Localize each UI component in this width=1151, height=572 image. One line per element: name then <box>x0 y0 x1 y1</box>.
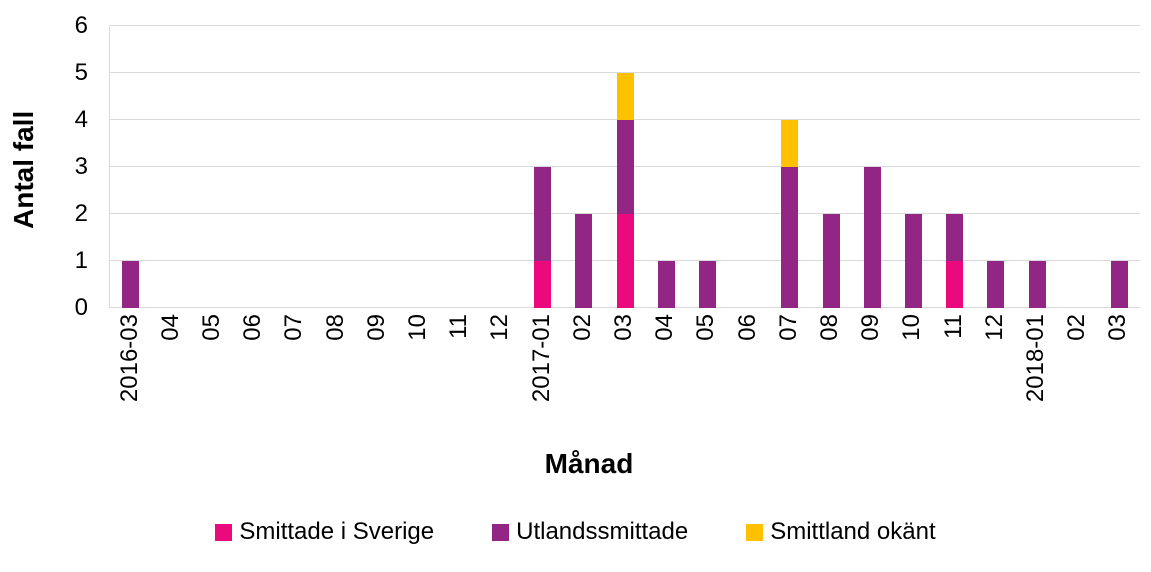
legend-item: Smittade i Sverige <box>215 517 434 547</box>
x-axis-title: Månad <box>544 448 634 479</box>
bar-segment <box>575 214 593 308</box>
x-tick-label-text: 02 <box>1063 314 1091 341</box>
legend-item: Utlandssmittade <box>492 517 688 547</box>
x-tick-label: 03 <box>1101 314 1135 341</box>
bar-segment <box>987 261 1005 308</box>
x-tick-label: 02 <box>1060 314 1094 341</box>
bar-segment <box>946 214 964 261</box>
legend-swatch <box>492 523 510 541</box>
bar-segment <box>616 120 634 214</box>
y-tick-label: 1 <box>74 247 88 274</box>
x-tick-label-text: 11 <box>445 314 473 339</box>
x-tick-label: 07 <box>277 314 311 341</box>
x-tick-label: 08 <box>319 314 353 341</box>
x-tick-label-text: 12 <box>486 314 514 341</box>
x-tick-label-text: 12 <box>980 314 1008 341</box>
x-tick-label: 08 <box>813 314 847 341</box>
gridline <box>110 25 1140 26</box>
bar-segment <box>781 167 799 308</box>
x-tick-label-text: 09 <box>857 314 885 341</box>
bar-segment <box>698 261 716 308</box>
x-tick-label: 2016-03 <box>113 314 147 402</box>
y-tick-label: 6 <box>74 12 88 39</box>
x-tick-label-text: 03 <box>1104 314 1132 341</box>
bar-segment <box>122 261 140 308</box>
x-tick-label-text: 2017-01 <box>527 314 555 403</box>
x-tick-label-text: 10 <box>404 314 431 341</box>
x-tick-label-text: 08 <box>321 314 349 341</box>
x-tick-label: 03 <box>607 314 641 341</box>
y-tick-label: 0 <box>74 294 88 321</box>
legend-swatch <box>215 523 233 541</box>
legend-label: Smittland okänt <box>770 518 936 545</box>
x-tick-label: 12 <box>978 314 1012 341</box>
x-tick-label-text: 11 <box>939 314 967 339</box>
x-tick-label-text: 07 <box>280 314 308 341</box>
x-tick-label-text: 02 <box>568 314 596 341</box>
x-tick-label-text: 06 <box>239 314 267 341</box>
bar-segment <box>781 120 799 167</box>
bar-segment <box>534 167 552 261</box>
x-tick-label-text: 10 <box>898 314 926 341</box>
legend: Smittade i Sverige Utlandssmittade Smittla… <box>0 517 1151 547</box>
x-tick-label-text: 08 <box>816 314 843 341</box>
x-tick-label: 10 <box>895 314 929 341</box>
legend-item: Smittland okänt <box>746 517 936 547</box>
x-tick-label-text: 05 <box>692 314 720 341</box>
bar-segment <box>1110 261 1128 308</box>
bar-segment <box>616 214 634 308</box>
x-tick-label-text: 07 <box>774 314 802 341</box>
x-tick-label: 04 <box>154 314 188 341</box>
x-tick-label: 11 <box>937 314 971 339</box>
x-tick-label: 11 <box>442 314 476 339</box>
bar-segment <box>1028 261 1046 308</box>
x-tick-label: 09 <box>854 314 888 341</box>
y-tick-label: 3 <box>74 153 88 180</box>
bar-segment <box>904 214 922 308</box>
x-tick-label: 05 <box>689 314 723 341</box>
x-tick-label: 07 <box>772 314 806 341</box>
x-tick-label-text: 06 <box>733 314 761 341</box>
x-tick-label: 04 <box>648 314 682 341</box>
x-tick-label: 06 <box>731 314 765 341</box>
legend-label: Utlandssmittade <box>516 518 689 545</box>
bar-segment <box>616 73 634 120</box>
y-tick-label: 5 <box>74 59 88 86</box>
bar-segment <box>863 167 881 308</box>
x-tick-label: 05 <box>195 314 229 341</box>
x-tick-label-text: 04 <box>651 314 679 341</box>
bar-segment <box>534 261 552 308</box>
x-tick-label-text: 03 <box>610 314 637 341</box>
x-tick-label-text: 2016-03 <box>115 314 143 403</box>
x-tick-label: 2017-01 <box>525 314 559 402</box>
x-axis-tick-labels: 2016-03 04 05 06 07 08 09 10 11 12 2017-01 02 03 04 05… <box>109 314 1139 432</box>
plot-area <box>109 25 1140 308</box>
bars-layer <box>110 26 1140 308</box>
x-tick-label: 2018-01 <box>1019 314 1053 402</box>
bar-segment <box>946 261 964 308</box>
y-tick-label: 4 <box>74 106 88 133</box>
bar-segment <box>822 214 840 308</box>
x-tick-label: 02 <box>566 314 600 341</box>
x-tick-label-text: 05 <box>198 314 225 341</box>
legend-swatch <box>746 523 764 541</box>
y-tick-label: 2 <box>74 200 88 227</box>
bar-segment <box>657 261 675 308</box>
x-tick-label: 09 <box>360 314 394 341</box>
x-tick-label: 06 <box>236 314 270 341</box>
x-tick-label-text: 2018-01 <box>1022 314 1049 403</box>
x-tick-label: 10 <box>401 314 435 341</box>
x-tick-label-text: 09 <box>362 314 390 341</box>
x-tick-label-text: 04 <box>156 314 184 341</box>
gridline <box>110 72 1140 73</box>
legend-label: Smittade i Sverige <box>239 518 435 545</box>
x-tick-label: 12 <box>483 314 517 341</box>
